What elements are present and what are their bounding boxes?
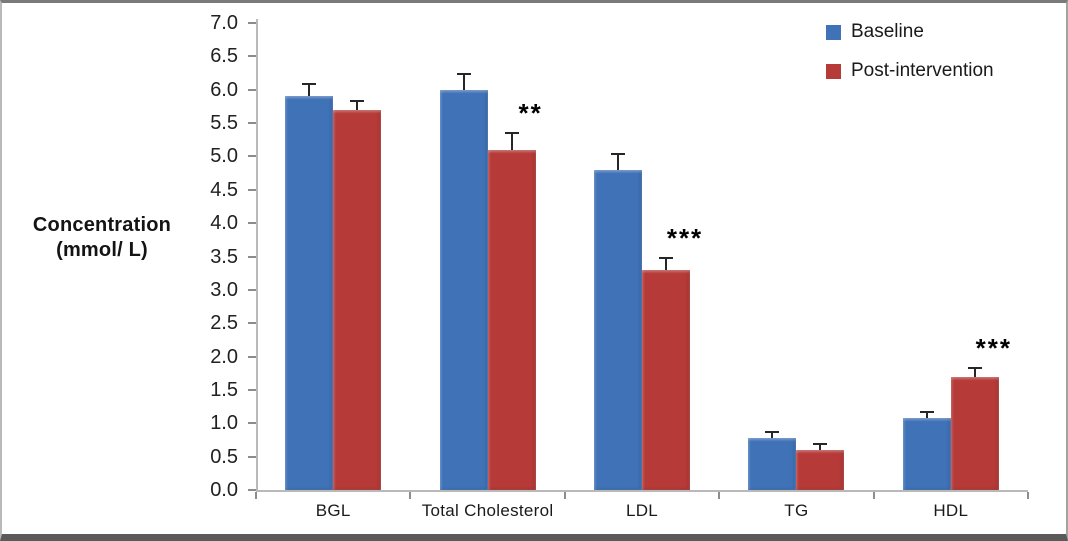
error-bar-line-post-intervention-tg <box>819 443 822 450</box>
x-tick <box>872 492 875 499</box>
legend-label-post-intervention: Post-intervention <box>851 60 994 81</box>
error-bar-cap-baseline-total-cholesterol <box>456 73 471 76</box>
legend-item-baseline: Baseline <box>826 21 994 43</box>
y-tick <box>248 455 256 458</box>
error-bar-line-baseline-total-cholesterol <box>462 73 465 90</box>
bar-baseline-ldl <box>594 169 642 490</box>
bar-baseline-total-cholesterol <box>439 89 488 490</box>
category-label-bgl: BGL <box>315 501 351 520</box>
y-tick <box>248 222 256 225</box>
y-tick-label: 5.0 <box>210 145 238 168</box>
error-bar-cap-post-intervention-hdl <box>967 366 982 369</box>
y-tick <box>248 355 256 358</box>
y-tick-label: 3.5 <box>210 245 238 268</box>
error-bar-line-post-intervention-hdl <box>973 366 976 377</box>
y-axis-title-line1: Concentration <box>32 214 172 236</box>
y-tick <box>248 388 256 391</box>
error-bar-line-baseline-tg <box>771 431 774 438</box>
bar-post-intervention-ldl <box>642 269 690 490</box>
y-tick-label: 0.5 <box>210 445 238 468</box>
error-bar-line-baseline-ldl <box>617 153 619 170</box>
x-axis-line <box>256 490 1028 492</box>
y-tick <box>248 22 256 24</box>
y-tick <box>248 489 256 491</box>
significance-marker-ldl: *** <box>666 222 704 253</box>
error-bar-line-baseline-bgl <box>308 83 311 97</box>
error-bar-cap-baseline-hdl <box>919 411 934 414</box>
x-tick <box>563 492 566 499</box>
error-bar-line-post-intervention-total-cholesterol <box>510 131 513 150</box>
y-axis-title-line2: (mmol/ L) <box>56 239 148 261</box>
y-tick <box>248 255 256 258</box>
error-bar-cap-post-intervention-ldl <box>659 256 673 259</box>
x-tick <box>1027 492 1029 499</box>
error-bar-cap-post-intervention-total-cholesterol <box>504 131 519 134</box>
y-tick-label: 3.0 <box>210 278 238 301</box>
legend-item-post-intervention: Post-intervention <box>826 60 994 82</box>
error-bar-cap-post-intervention-bgl <box>350 99 365 102</box>
y-tick-label: 0.0 <box>210 479 238 501</box>
bar-baseline-hdl <box>902 417 951 490</box>
y-tick <box>248 55 256 58</box>
y-tick-label: 6.0 <box>210 78 238 101</box>
bar-post-intervention-total-cholesterol <box>487 149 536 490</box>
x-tick <box>718 492 721 499</box>
category-label-hdl: HDL <box>933 501 969 520</box>
bar-baseline-tg <box>748 437 797 490</box>
category-label-tg: TG <box>784 501 809 520</box>
y-tick-label: 4.5 <box>210 178 238 201</box>
y-tick <box>248 322 256 325</box>
y-axis-title: Concentration (mmol/ L) <box>18 213 186 263</box>
y-tick <box>248 422 256 425</box>
category-label-ldl: LDL <box>625 501 659 520</box>
y-tick-label: 1.5 <box>210 378 238 401</box>
y-tick-label: 1.0 <box>210 412 238 435</box>
y-axis-line <box>256 19 258 492</box>
error-bar-cap-baseline-tg <box>765 431 780 434</box>
error-bar-line-baseline-hdl <box>925 411 928 418</box>
bar-baseline-bgl <box>285 96 334 490</box>
bar-post-intervention-hdl <box>950 376 999 490</box>
y-tick <box>248 122 256 125</box>
y-tick <box>248 288 256 291</box>
error-bar-line-post-intervention-ldl <box>665 256 667 270</box>
y-tick-label: 2.0 <box>210 345 238 368</box>
error-bar-cap-post-intervention-tg <box>813 443 828 446</box>
y-tick <box>248 88 256 91</box>
y-tick <box>248 155 256 158</box>
y-tick-label: 6.5 <box>210 45 238 68</box>
category-label-total-cholesterol: Total Cholesterol <box>421 501 554 520</box>
bar-post-intervention-tg <box>796 449 845 490</box>
y-tick-label: 7.0 <box>210 12 238 34</box>
plot-area: 0.0 0.5 1.0 1.5 2.0 2.5 3.0 3.5 4.0 4.5 5.0 5.5 6.0 6… <box>2 3 1066 534</box>
error-bar-cap-baseline-bgl <box>302 83 317 86</box>
legend: Baseline Post-intervention <box>826 21 994 99</box>
bar-post-intervention-bgl <box>333 109 382 490</box>
significance-marker-hdl: *** <box>975 332 1012 363</box>
y-tick-label: 4.0 <box>210 212 238 235</box>
x-tick <box>409 492 412 499</box>
y-tick <box>248 188 256 191</box>
error-bar-line-post-intervention-bgl <box>356 99 359 110</box>
error-bar-cap-baseline-ldl <box>611 153 625 156</box>
significance-marker-total-cholesterol: ** <box>518 97 543 128</box>
post-intervention-swatch-icon <box>826 63 841 79</box>
x-tick <box>255 492 257 499</box>
y-tick-label: 2.5 <box>210 312 238 335</box>
y-tick-label: 5.5 <box>210 112 238 135</box>
baseline-swatch-icon <box>826 24 841 40</box>
legend-label-baseline: Baseline <box>851 21 924 42</box>
